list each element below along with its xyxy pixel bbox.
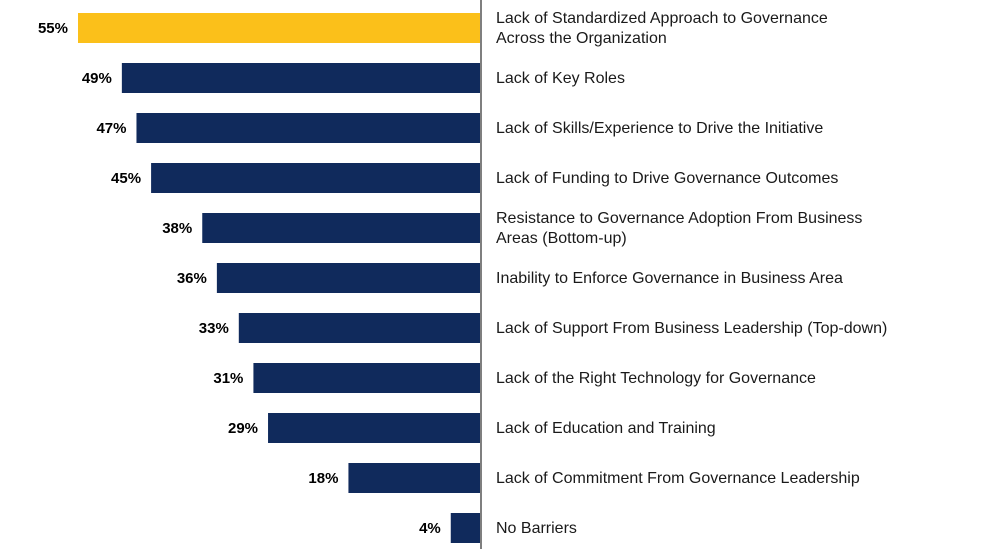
category-label: Lack of Standardized Approach to Governa… xyxy=(496,10,828,47)
category-label: Lack of the Right Technology for Governa… xyxy=(496,370,816,387)
bar xyxy=(78,13,480,43)
category-label: Resistance to Governance Adoption From B… xyxy=(496,210,862,247)
category-label-line: Across the Organization xyxy=(496,30,667,47)
category-label: Lack of Commitment From Governance Leade… xyxy=(496,470,860,487)
category-label: Lack of Funding to Drive Governance Outc… xyxy=(496,170,838,187)
value-label: 47% xyxy=(96,120,126,137)
category-label: No Barriers xyxy=(496,520,577,537)
category-label-line: Inability to Enforce Governance in Busin… xyxy=(496,270,843,287)
category-labels-group: Lack of Standardized Approach to Governa… xyxy=(496,10,887,537)
category-label-line: No Barriers xyxy=(496,520,577,537)
category-label-line: Lack of Funding to Drive Governance Outc… xyxy=(496,170,838,187)
value-label: 36% xyxy=(177,270,207,287)
category-label-line: Lack of the Right Technology for Governa… xyxy=(496,370,816,387)
bar xyxy=(268,413,480,443)
bar xyxy=(450,513,480,543)
category-label-line: Areas (Bottom-up) xyxy=(496,230,627,247)
bar xyxy=(238,313,480,343)
bar xyxy=(136,113,481,143)
category-label-line: Lack of Support From Business Leadership… xyxy=(496,320,887,337)
bar xyxy=(151,163,480,193)
bar xyxy=(348,463,480,493)
value-label: 49% xyxy=(82,70,112,87)
value-label: 45% xyxy=(111,170,141,187)
category-label-line: Lack of Skills/Experience to Drive the I… xyxy=(496,120,823,137)
value-label: 31% xyxy=(213,370,243,387)
category-label-line: Lack of Standardized Approach to Governa… xyxy=(496,10,828,27)
value-label: 55% xyxy=(38,20,68,37)
category-label: Inability to Enforce Governance in Busin… xyxy=(496,270,843,287)
category-label: Lack of Support From Business Leadership… xyxy=(496,320,887,337)
value-label: 38% xyxy=(162,220,192,237)
category-label-line: Resistance to Governance Adoption From B… xyxy=(496,210,862,227)
value-labels-group: 55% 49% 47% 45% 38% 36% 33% 31% 29% 18% 4% xyxy=(38,20,441,537)
value-label: 29% xyxy=(228,420,258,437)
value-label: 18% xyxy=(308,470,338,487)
category-label-line: Lack of Education and Training xyxy=(496,420,716,437)
bar xyxy=(216,263,480,293)
bar xyxy=(253,363,480,393)
category-label-line: Lack of Commitment From Governance Leade… xyxy=(496,470,860,487)
category-label: Lack of Key Roles xyxy=(496,70,625,87)
bars-group xyxy=(78,13,481,543)
category-label: Lack of Skills/Experience to Drive the I… xyxy=(496,120,823,137)
bar xyxy=(202,213,480,243)
category-label: Lack of Education and Training xyxy=(496,420,716,437)
category-label-line: Lack of Key Roles xyxy=(496,70,625,87)
value-label: 4% xyxy=(419,520,441,537)
value-label: 33% xyxy=(199,320,229,337)
bar xyxy=(121,63,480,93)
